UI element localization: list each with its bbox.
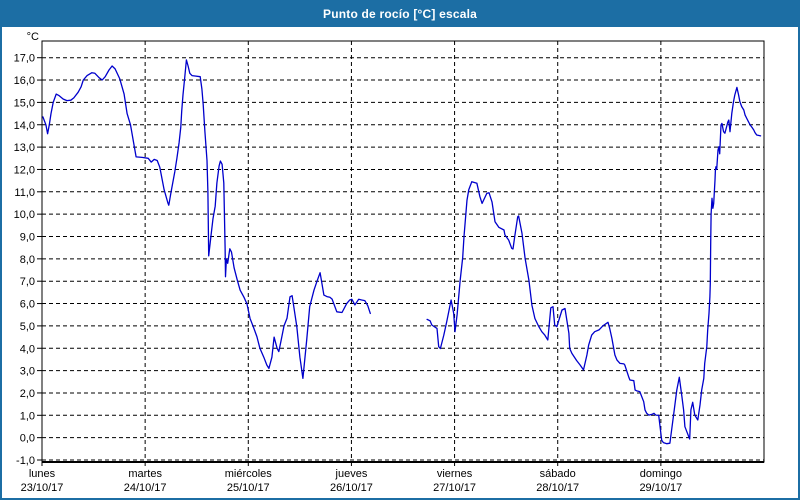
y-tick-label: 3,0 [20, 366, 35, 378]
dewpoint-line-segment [426, 86, 762, 445]
y-tick-label: 17,0 [14, 53, 35, 65]
y-tick-label: 13,0 [14, 142, 35, 154]
x-date-label: 29/10/17 [639, 482, 682, 494]
y-tick-label: 11,0 [14, 187, 35, 199]
y-tick-label: -1,0 [16, 455, 35, 467]
x-date-label: 27/10/17 [433, 482, 476, 494]
y-tick-label: 5,0 [20, 321, 35, 333]
dewpoint-line-segment [42, 59, 371, 380]
y-tick-label: 10,0 [14, 209, 35, 221]
title-bar: Punto de rocío [°C] escala [2, 2, 798, 27]
y-tick-label: 2,0 [20, 388, 35, 400]
y-tick-label: 15,0 [14, 97, 35, 109]
x-date-label: 23/10/17 [21, 482, 64, 494]
chart-title: Punto de rocío [°C] escala [322, 7, 478, 21]
plot-area [41, 40, 765, 463]
x-day-label: lunes [29, 468, 56, 480]
y-tick-label: 14,0 [14, 120, 35, 132]
x-day-label: jueves [335, 468, 368, 480]
y-axis-unit-label: °C [27, 31, 39, 43]
y-tick-label: 4,0 [20, 343, 35, 355]
x-date-label: 25/10/17 [227, 482, 270, 494]
y-tick-label: 16,0 [14, 75, 35, 87]
dewpoint-chart: -1,0 0,0 1,0 2,0 3,0 4,0 5,0 6,0 7,0 8,0 9,0 10,0 11… [14, 31, 765, 494]
chart-area: -1,0 0,0 1,0 2,0 3,0 4,0 5,0 6,0 7,0 8,0 9,0 10,0 11… [2, 27, 798, 498]
y-tick-label: 0,0 [20, 433, 35, 445]
y-tick-label: 7,0 [20, 276, 35, 288]
y-tick-label: 8,0 [20, 254, 35, 266]
y-tick-label: 6,0 [20, 299, 35, 311]
x-day-label: domingo [640, 468, 682, 480]
x-date-label: 26/10/17 [330, 482, 373, 494]
y-tick-label: 12,0 [14, 164, 35, 176]
x-date-label: 28/10/17 [536, 482, 579, 494]
x-day-label: martes [128, 468, 162, 480]
x-day-label: sábado [540, 468, 576, 480]
y-tick-label: 9,0 [20, 232, 35, 244]
x-day-label: viernes [437, 468, 473, 480]
y-tick-label: 1,0 [20, 410, 35, 422]
x-day-label: miércoles [225, 468, 273, 480]
x-date-label: 24/10/17 [124, 482, 167, 494]
